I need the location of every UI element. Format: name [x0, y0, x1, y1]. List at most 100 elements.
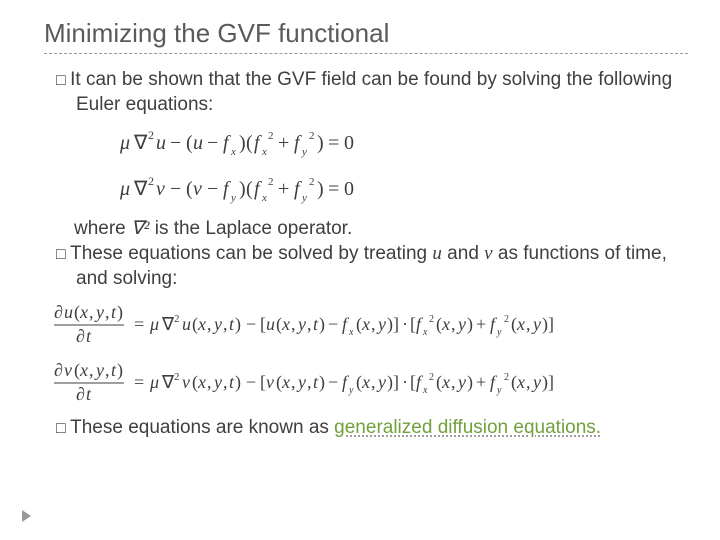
svg-text:−: − — [328, 372, 338, 392]
svg-text:x: x — [422, 327, 428, 338]
svg-text:x: x — [230, 146, 236, 158]
svg-text:): ) — [239, 178, 246, 200]
b2a: These equations can be solved by treatin… — [70, 243, 432, 264]
euler-equation-2: μ ∇ 2 v − ( v − f y ) ( f x 2 + f y 2 ) — [120, 173, 688, 209]
svg-text:y: y — [456, 372, 466, 392]
svg-text:u: u — [156, 132, 166, 154]
svg-text:(: ( — [186, 178, 193, 200]
svg-text:x: x — [361, 372, 370, 392]
svg-text:+: + — [278, 132, 289, 154]
svg-text:y: y — [296, 314, 306, 334]
svg-text:x: x — [516, 314, 525, 334]
svg-text:,: , — [105, 302, 110, 322]
svg-text:,: , — [223, 314, 228, 334]
svg-text:0: 0 — [344, 178, 354, 200]
svg-text:,: , — [89, 360, 94, 380]
svg-text:): ) — [467, 372, 473, 393]
svg-text:): ) — [319, 372, 325, 393]
svg-text:y: y — [376, 372, 386, 392]
svg-text:u: u — [266, 314, 275, 334]
svg-text:,: , — [291, 372, 296, 392]
svg-text:2: 2 — [429, 314, 434, 325]
svg-text:y: y — [531, 314, 541, 334]
svg-text:∇: ∇ — [161, 314, 175, 334]
svg-text:μ: μ — [120, 132, 130, 154]
b3a: These equations are known as — [70, 417, 334, 438]
svg-text:y: y — [94, 360, 104, 380]
svg-text:y: y — [376, 314, 386, 334]
svg-text:x: x — [361, 314, 370, 334]
svg-text:): ) — [117, 360, 123, 381]
svg-text:x: x — [422, 385, 428, 396]
svg-text:]: ] — [548, 314, 554, 334]
svg-text:t: t — [86, 326, 92, 346]
svg-text:,: , — [371, 372, 376, 392]
svg-text:x: x — [516, 372, 525, 392]
svg-text:2: 2 — [148, 128, 154, 142]
b2b: and — [442, 243, 484, 264]
svg-text:−: − — [246, 314, 256, 334]
svg-text:+: + — [476, 372, 486, 392]
svg-text:−: − — [170, 132, 181, 154]
svg-text:y: y — [94, 302, 104, 322]
svg-text:+: + — [476, 314, 486, 334]
svg-text:x: x — [281, 314, 290, 334]
svg-text:y: y — [296, 372, 306, 392]
svg-text:,: , — [451, 314, 456, 334]
svg-text:·: · — [402, 314, 408, 334]
svg-text:): ) — [235, 314, 241, 335]
svg-text:x: x — [441, 314, 450, 334]
svg-text:−: − — [207, 132, 218, 154]
svg-text:): ) — [239, 132, 246, 154]
var-v: v — [484, 243, 492, 264]
svg-text:x: x — [197, 372, 206, 392]
svg-text:v: v — [193, 178, 202, 200]
svg-text:f: f — [223, 178, 231, 200]
svg-text:u: u — [182, 314, 191, 334]
svg-text:−: − — [328, 314, 338, 334]
svg-text:y: y — [212, 372, 222, 392]
euler-equation-1: μ ∇ 2 u − ( u − f x ) ( f x 2 + f y 2 ) — [120, 127, 688, 163]
svg-text:∂: ∂ — [54, 360, 63, 380]
svg-text:y: y — [301, 192, 307, 204]
svg-text:,: , — [207, 314, 212, 334]
svg-text:,: , — [291, 314, 296, 334]
svg-text:∂: ∂ — [76, 384, 85, 404]
svg-text:): ) — [235, 372, 241, 393]
svg-text:2: 2 — [268, 130, 274, 142]
svg-text:=: = — [134, 314, 144, 334]
svg-text:f: f — [254, 178, 262, 200]
svg-text:∂: ∂ — [76, 326, 85, 346]
svg-text:μ: μ — [120, 178, 130, 200]
svg-text:v: v — [64, 360, 72, 380]
svg-text:y: y — [301, 146, 307, 158]
slide-title: Minimizing the GVF functional — [44, 18, 688, 54]
svg-text:u: u — [64, 302, 73, 322]
svg-text:2: 2 — [148, 174, 154, 188]
svg-text:2: 2 — [504, 314, 509, 325]
svg-text:,: , — [105, 360, 110, 380]
svg-text:]: ] — [548, 372, 554, 392]
svg-text:x: x — [441, 372, 450, 392]
svg-text:): ) — [319, 314, 325, 335]
svg-text:=: = — [134, 372, 144, 392]
svg-text:): ) — [317, 178, 324, 200]
svg-text:v: v — [266, 372, 274, 392]
svg-text:x: x — [281, 372, 290, 392]
svg-text:∇: ∇ — [133, 178, 148, 200]
svg-text:,: , — [526, 314, 531, 334]
svg-text:,: , — [451, 372, 456, 392]
svg-text:y: y — [230, 192, 236, 204]
svg-text:=: = — [328, 178, 339, 200]
svg-text:f: f — [294, 178, 302, 200]
svg-text:·: · — [402, 372, 408, 392]
svg-text:−: − — [207, 178, 218, 200]
svg-text:(: ( — [246, 132, 253, 154]
svg-text:y: y — [456, 314, 466, 334]
svg-text:,: , — [371, 314, 376, 334]
svg-text:x: x — [261, 192, 267, 204]
svg-text:): ) — [117, 302, 123, 323]
svg-text:2: 2 — [174, 371, 180, 383]
svg-text:μ: μ — [149, 372, 159, 392]
svg-text:x: x — [79, 360, 88, 380]
